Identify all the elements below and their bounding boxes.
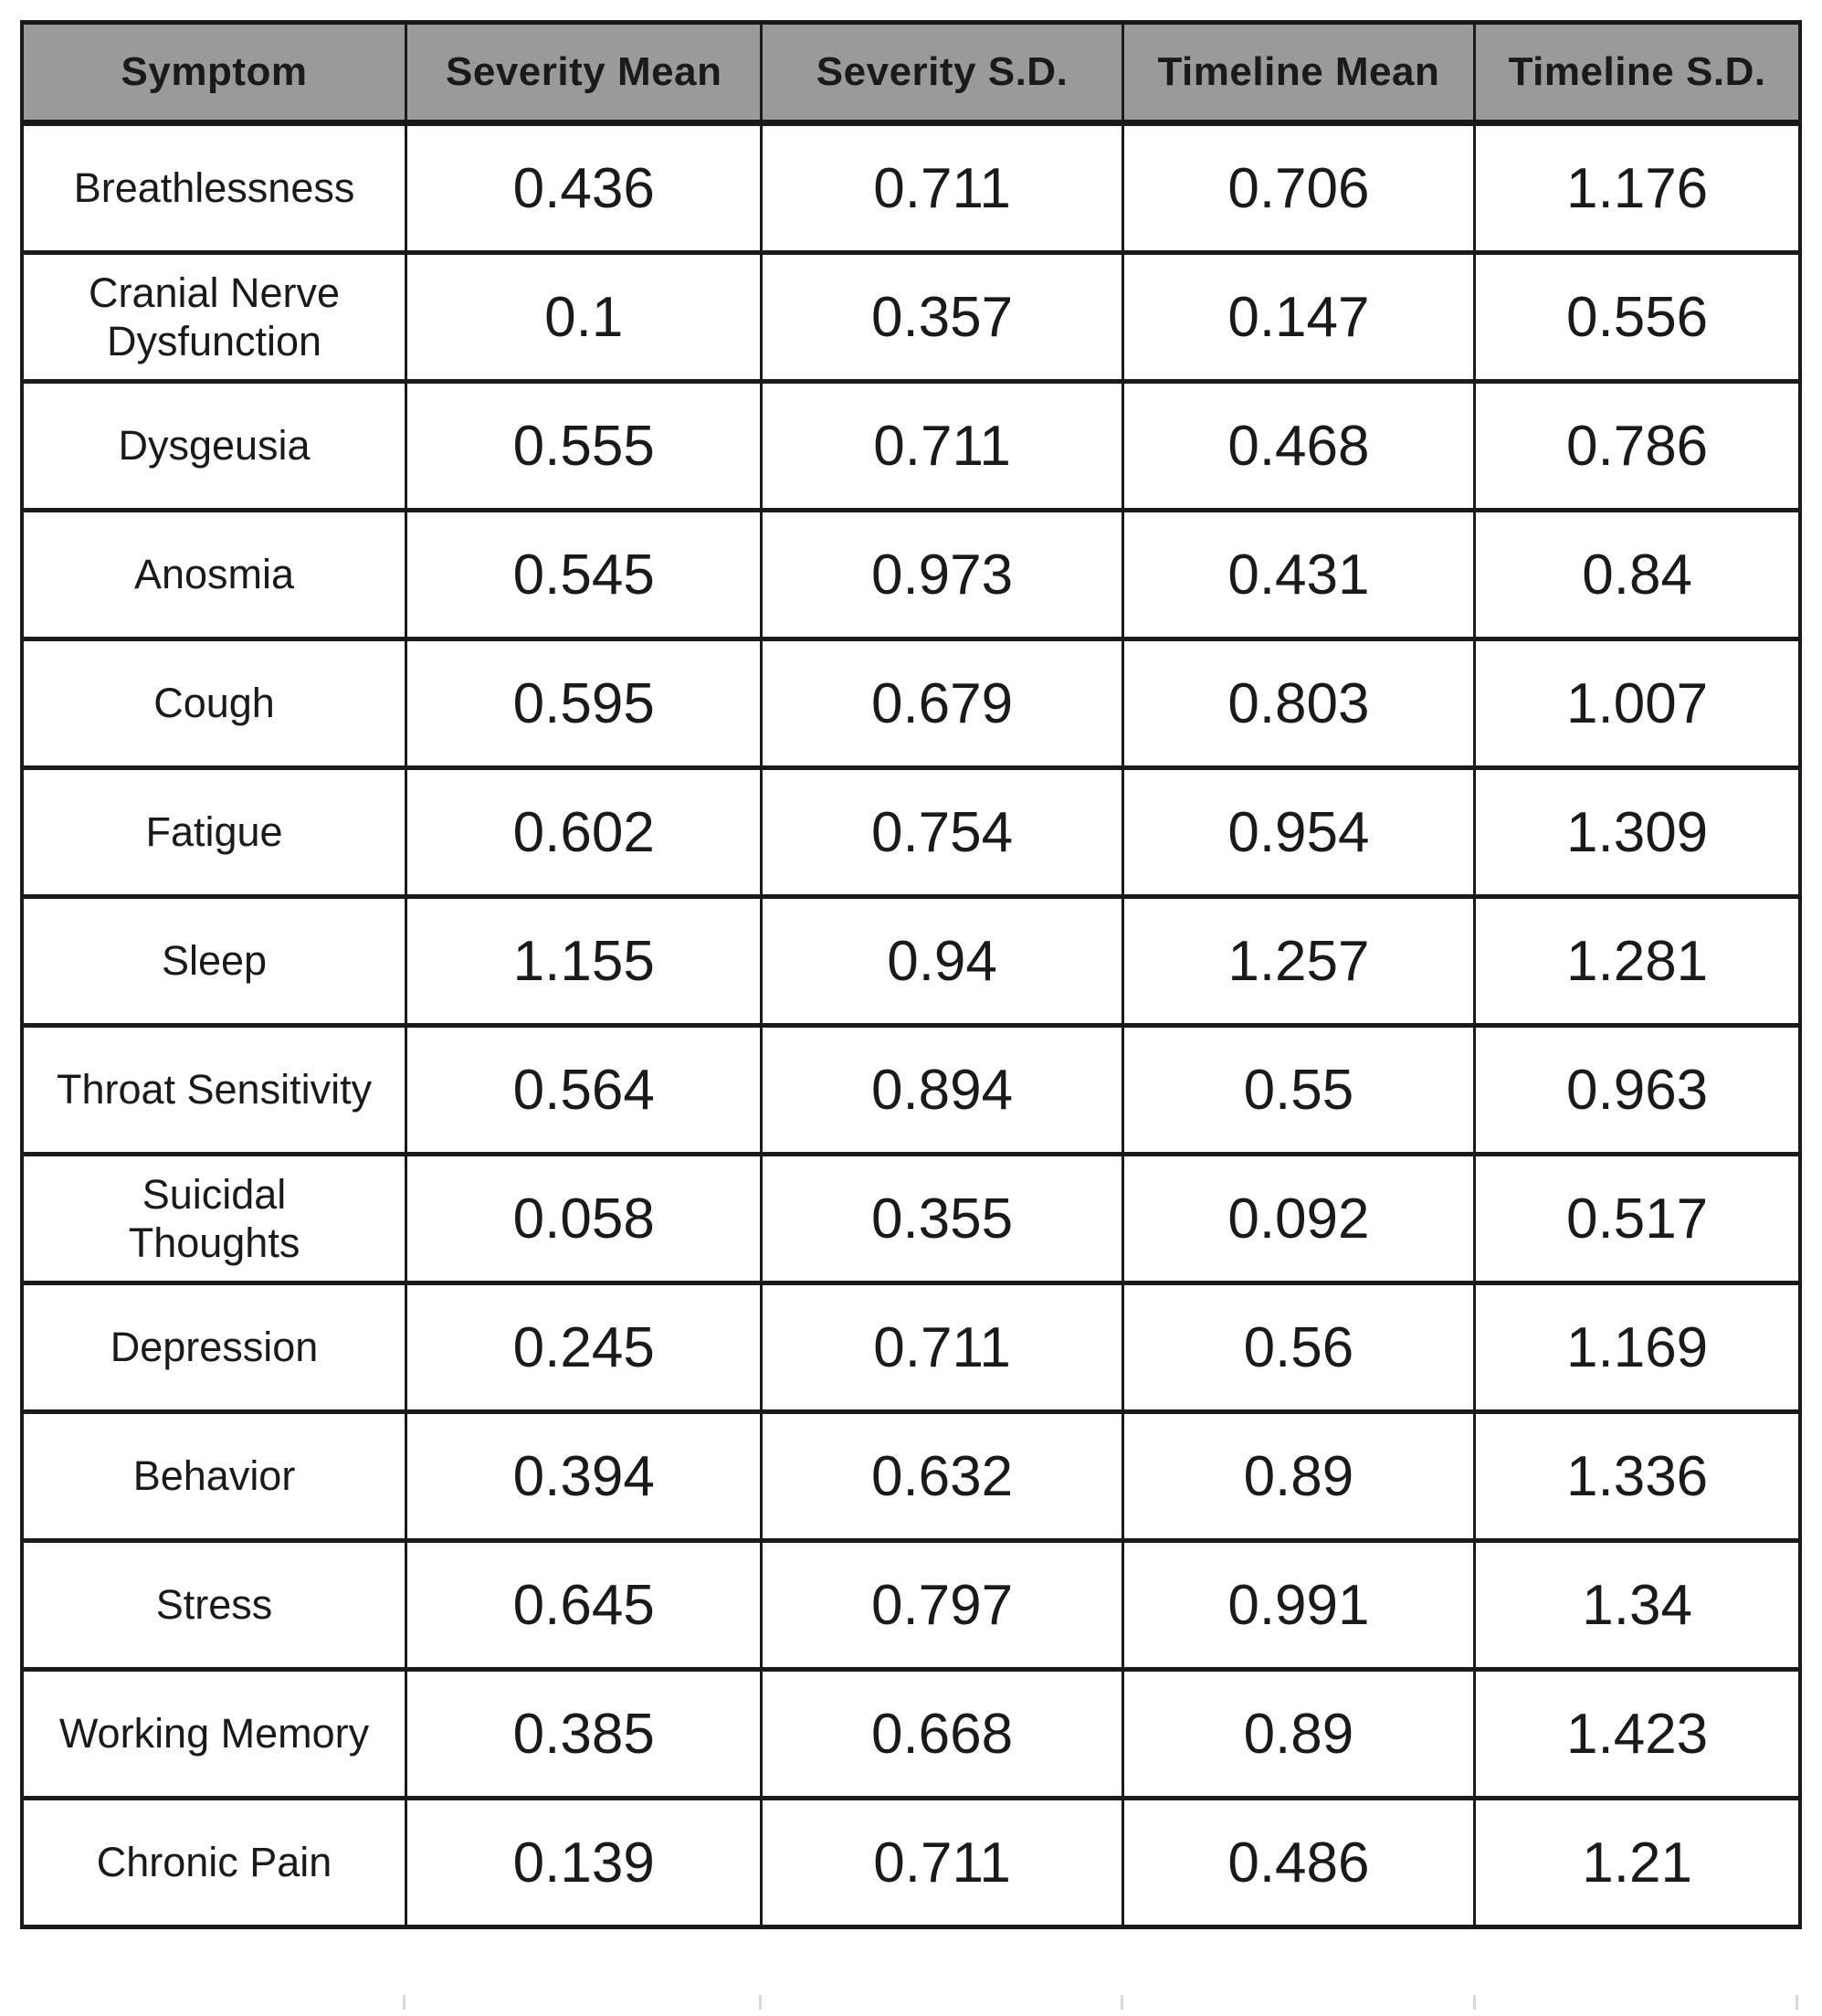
value-cell: 1.309 (1473, 765, 1802, 899)
value-cell: 0.355 (760, 1152, 1124, 1285)
cropped-gridline-stub (1796, 1995, 1798, 2010)
value-cell: 0.679 (760, 637, 1124, 770)
value-cell: 0.595 (405, 637, 764, 770)
value-cell: 0.517 (1473, 1152, 1802, 1285)
value-cell: 0.564 (405, 1023, 764, 1156)
value-cell: 1.169 (1473, 1281, 1802, 1414)
value-cell: 1.336 (1473, 1409, 1802, 1543)
cropped-gridline-stub (759, 1995, 762, 2010)
symptom-cell: Depression (20, 1281, 408, 1414)
table-header-row: Symptom Severity Mean Severity S.D. Time… (20, 20, 1802, 126)
value-cell: 1.007 (1473, 637, 1802, 770)
column-header-symptom: Symptom (20, 20, 408, 126)
value-cell: 0.058 (405, 1152, 764, 1285)
symptom-cell: Chronic Pain (20, 1796, 408, 1929)
table-row: Chronic Pain 0.139 0.711 0.486 1.21 (20, 1796, 1802, 1929)
value-cell: 0.632 (760, 1409, 1124, 1543)
symptom-cell: Fatigue (20, 765, 408, 899)
symptom-cell: Sleep (20, 894, 408, 1028)
value-cell: 1.423 (1473, 1667, 1802, 1800)
value-cell: 0.139 (405, 1796, 764, 1929)
value-cell: 1.257 (1121, 894, 1477, 1028)
value-cell: 0.711 (760, 379, 1124, 512)
table-row: Cough 0.595 0.679 0.803 1.007 (20, 637, 1802, 770)
table-body: Breathlessness 0.436 0.711 0.706 1.176 Crania… (20, 121, 1802, 1929)
value-cell: 0.754 (760, 765, 1124, 899)
value-cell: 0.147 (1121, 250, 1477, 384)
value-cell: 1.34 (1473, 1538, 1802, 1672)
value-cell: 0.602 (405, 765, 764, 899)
value-cell: 0.56 (1121, 1281, 1477, 1414)
column-header-severity-mean: Severity Mean (405, 20, 764, 126)
symptom-cell: Breathlessness (20, 121, 408, 255)
value-cell: 0.556 (1473, 250, 1802, 384)
symptom-cell: Dysgeusia (20, 379, 408, 512)
value-cell: 0.89 (1121, 1667, 1477, 1800)
value-cell: 0.431 (1121, 508, 1477, 641)
symptom-stats-table: Symptom Severity Mean Severity S.D. Time… (20, 20, 1802, 1929)
cropped-gridline-stub (403, 1995, 405, 2010)
value-cell: 0.711 (760, 1281, 1124, 1414)
table-row: Stress 0.645 0.797 0.991 1.34 (20, 1538, 1802, 1672)
value-cell: 0.894 (760, 1023, 1124, 1156)
value-cell: 0.385 (405, 1667, 764, 1800)
value-cell: 0.991 (1121, 1538, 1477, 1672)
symptom-cell: Anosmia (20, 508, 408, 641)
table-row: Sleep 1.155 0.94 1.257 1.281 (20, 894, 1802, 1028)
value-cell: 0.84 (1473, 508, 1802, 641)
table-row: Working Memory 0.385 0.668 0.89 1.423 (20, 1667, 1802, 1800)
symptom-cell: Throat Sensitivity (20, 1023, 408, 1156)
value-cell: 0.711 (760, 121, 1124, 255)
value-cell: 0.786 (1473, 379, 1802, 512)
value-cell: 0.1 (405, 250, 764, 384)
value-cell: 0.486 (1121, 1796, 1477, 1929)
value-cell: 0.436 (405, 121, 764, 255)
value-cell: 0.706 (1121, 121, 1477, 255)
symptom-cell: Cranial Nerve Dysfunction (20, 250, 408, 384)
table-row: Anosmia 0.545 0.973 0.431 0.84 (20, 508, 1802, 641)
value-cell: 0.092 (1121, 1152, 1477, 1285)
value-cell: 0.245 (405, 1281, 764, 1414)
table-row: Depression 0.245 0.711 0.56 1.169 (20, 1281, 1802, 1414)
value-cell: 0.55 (1121, 1023, 1477, 1156)
table-row: Cranial Nerve Dysfunction 0.1 0.357 0.147 0.… (20, 250, 1802, 384)
value-cell: 0.973 (760, 508, 1124, 641)
cropped-gridline-stub (1473, 1995, 1476, 2010)
value-cell: 0.357 (760, 250, 1124, 384)
value-cell: 0.645 (405, 1538, 764, 1672)
column-header-timeline-mean: Timeline Mean (1121, 20, 1477, 126)
symptom-cell: Behavior (20, 1409, 408, 1543)
value-cell: 1.281 (1473, 894, 1802, 1028)
column-header-timeline-sd: Timeline S.D. (1473, 20, 1802, 126)
value-cell: 0.803 (1121, 637, 1477, 770)
value-cell: 0.797 (760, 1538, 1124, 1672)
column-header-severity-sd: Severity S.D. (760, 20, 1124, 126)
symptom-cell: Stress (20, 1538, 408, 1672)
table-row: Suicidal Thoughts 0.058 0.355 0.092 0.517 (20, 1152, 1802, 1285)
table-row: Fatigue 0.602 0.754 0.954 1.309 (20, 765, 1802, 899)
symptom-stats-table-container: Symptom Severity Mean Severity S.D. Time… (20, 20, 1802, 1929)
table-row: Behavior 0.394 0.632 0.89 1.336 (20, 1409, 1802, 1543)
value-cell: 0.394 (405, 1409, 764, 1543)
value-cell: 1.21 (1473, 1796, 1802, 1929)
symptom-cell: Cough (20, 637, 408, 770)
table-row: Throat Sensitivity 0.564 0.894 0.55 0.963 (20, 1023, 1802, 1156)
symptom-cell: Working Memory (20, 1667, 408, 1800)
value-cell: 0.94 (760, 894, 1124, 1028)
value-cell: 0.555 (405, 379, 764, 512)
table-row: Breathlessness 0.436 0.711 0.706 1.176 (20, 121, 1802, 255)
value-cell: 0.468 (1121, 379, 1477, 512)
value-cell: 0.545 (405, 508, 764, 641)
value-cell: 0.668 (760, 1667, 1124, 1800)
value-cell: 0.89 (1121, 1409, 1477, 1543)
table-row: Dysgeusia 0.555 0.711 0.468 0.786 (20, 379, 1802, 512)
value-cell: 0.963 (1473, 1023, 1802, 1156)
symptom-cell: Suicidal Thoughts (20, 1152, 408, 1285)
value-cell: 0.954 (1121, 765, 1477, 899)
value-cell: 0.711 (760, 1796, 1124, 1929)
value-cell: 1.155 (405, 894, 764, 1028)
cropped-gridline-stub (1121, 1995, 1123, 2010)
value-cell: 1.176 (1473, 121, 1802, 255)
